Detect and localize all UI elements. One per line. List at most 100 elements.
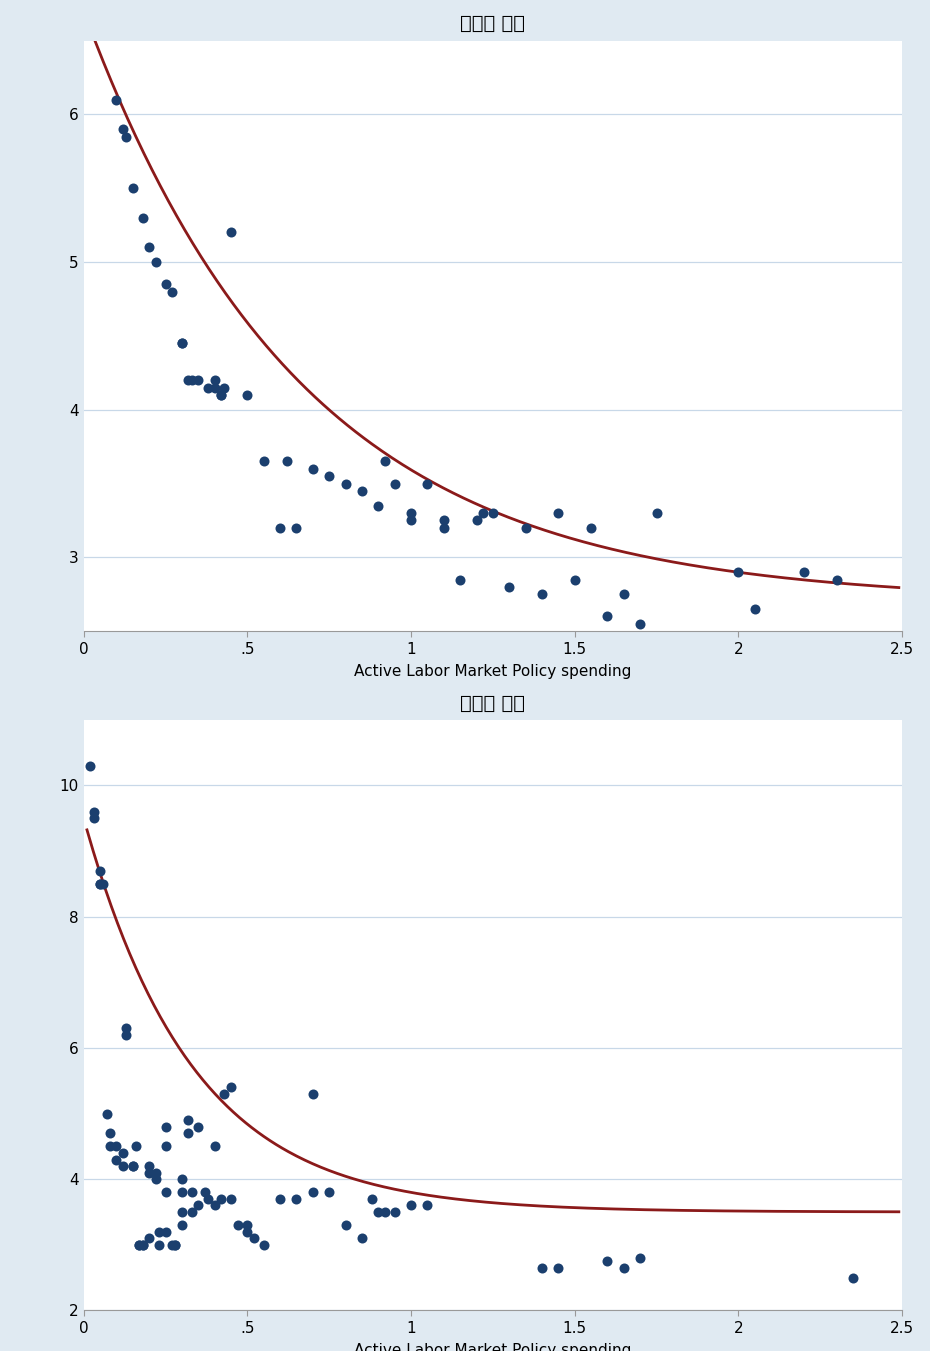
Point (551, 503, 565, 524)
Point (201, 1188, 216, 1209)
Point (371, 1201, 386, 1223)
Point (207, 1136, 222, 1158)
Point (272, 517, 287, 539)
Point (387, 473, 402, 494)
Point (109, 89, 124, 111)
Point (305, 1182, 320, 1204)
Point (115, 1155, 130, 1177)
Point (126, 1155, 140, 1177)
Point (207, 377, 222, 399)
Point (132, 1233, 147, 1255)
Point (322, 1182, 337, 1204)
Title: 고성장 국가: 고성장 국가 (460, 693, 525, 713)
Point (175, 1215, 190, 1236)
Point (748, 598, 763, 620)
Point (165, 281, 179, 303)
Point (126, 177, 140, 199)
Point (217, 1084, 232, 1105)
Point (584, 517, 599, 539)
Point (135, 1233, 150, 1255)
Point (181, 1123, 196, 1144)
Point (453, 569, 468, 590)
Legend: Percentile 90/10, predicted p9010: Percentile 90/10, predicted p9010 (300, 763, 685, 797)
Point (475, 503, 490, 524)
Point (796, 561, 811, 582)
Point (485, 503, 500, 524)
Point (148, 251, 163, 273)
Point (272, 1188, 287, 1209)
Point (214, 384, 229, 405)
Point (246, 1228, 261, 1250)
Point (289, 517, 304, 539)
Title: 저성장 국가: 저성장 국가 (460, 15, 525, 34)
Point (197, 1182, 212, 1204)
Point (148, 1162, 163, 1183)
Point (436, 517, 451, 539)
X-axis label: Active Labor Market Policy spending: Active Labor Market Policy spending (354, 663, 631, 678)
Point (148, 1169, 163, 1190)
Point (132, 1233, 147, 1255)
Point (354, 480, 369, 501)
Point (365, 1188, 379, 1209)
Point (175, 1201, 190, 1223)
Point (181, 369, 196, 390)
Point (191, 369, 206, 390)
Point (387, 1201, 402, 1223)
Point (109, 1148, 124, 1170)
Point (168, 1233, 183, 1255)
Point (845, 1267, 860, 1289)
Point (141, 1228, 156, 1250)
Point (240, 1221, 255, 1243)
Point (191, 1116, 206, 1138)
Point (175, 1169, 190, 1190)
Point (152, 1233, 166, 1255)
Point (600, 1251, 615, 1273)
Point (184, 1201, 199, 1223)
Point (158, 273, 173, 295)
Point (223, 1077, 238, 1098)
Point (279, 451, 294, 473)
Point (175, 332, 190, 354)
Point (289, 1188, 304, 1209)
Point (339, 473, 353, 494)
Point (158, 1116, 173, 1138)
Point (141, 1155, 156, 1177)
Point (158, 1221, 173, 1243)
Point (152, 1221, 166, 1243)
Point (191, 1194, 206, 1216)
Point (102, 1123, 117, 1144)
Point (731, 561, 746, 582)
Point (617, 584, 631, 605)
Point (305, 458, 320, 480)
X-axis label: Active Labor Market Policy spending: Active Labor Market Policy spending (354, 1343, 631, 1351)
Point (378, 1201, 392, 1223)
Point (109, 1136, 124, 1158)
Point (165, 1233, 179, 1255)
Point (567, 569, 582, 590)
Point (207, 369, 222, 390)
Point (141, 1162, 156, 1183)
Point (436, 509, 451, 531)
Point (223, 222, 238, 243)
Point (632, 613, 647, 635)
Point (535, 1256, 550, 1278)
Point (184, 369, 199, 390)
Point (518, 517, 533, 539)
Point (257, 1233, 272, 1255)
Point (126, 1155, 140, 1177)
Point (158, 1136, 173, 1158)
Point (371, 494, 386, 516)
Point (96, 873, 111, 894)
Point (339, 1215, 353, 1236)
Point (119, 1024, 134, 1046)
Point (128, 1136, 143, 1158)
Point (830, 569, 844, 590)
Point (115, 119, 130, 141)
Point (322, 465, 337, 486)
Point (649, 503, 664, 524)
Point (404, 509, 418, 531)
Point (217, 377, 232, 399)
Point (354, 1228, 369, 1250)
Point (240, 384, 255, 405)
Point (207, 1194, 222, 1216)
